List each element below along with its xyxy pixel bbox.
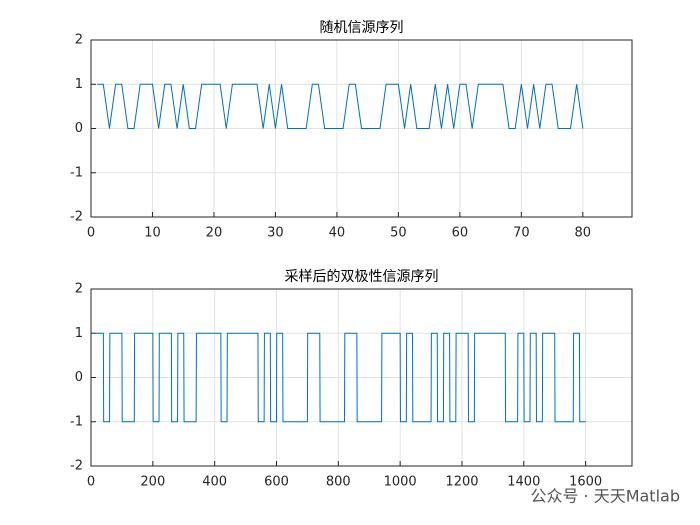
x-tick-label: 50 (390, 226, 407, 241)
y-tick-label: -1 (70, 414, 83, 429)
chart-title: 采样后的双极性信源序列 (285, 269, 439, 285)
y-tick-label: 2 (75, 33, 83, 48)
y-tick-label: -2 (70, 459, 83, 474)
x-tick-label: 60 (452, 226, 469, 241)
x-tick-label: 0 (87, 226, 95, 241)
data-line (97, 83, 584, 129)
x-tick-label: 200 (140, 475, 165, 490)
x-tick-label: 400 (202, 475, 227, 490)
x-tick-label: 1000 (384, 475, 417, 490)
y-tick-label: 0 (75, 370, 83, 385)
x-tick-label: 1200 (445, 475, 478, 490)
y-tick-label: 0 (75, 121, 83, 136)
x-tick-label: 70 (513, 226, 530, 241)
x-tick-label: 20 (206, 226, 223, 241)
x-tick-label: 800 (326, 475, 351, 490)
watermark: 公众号 · 天天Matlab (530, 487, 680, 506)
axes-box (90, 288, 633, 467)
x-tick-label: 80 (575, 226, 592, 241)
x-tick-label: 0 (87, 475, 95, 490)
x-tick-label: 10 (144, 226, 161, 241)
x-tick-label: 1400 (507, 475, 540, 490)
x-tick-label: 30 (267, 226, 284, 241)
x-tick-label: 1600 (569, 475, 602, 490)
x-tick-label: 40 (329, 226, 346, 241)
x-tick-label: 600 (264, 475, 289, 490)
y-tick-label: -2 (70, 210, 83, 225)
y-tick-label: -1 (70, 165, 83, 180)
y-tick-label: 1 (75, 326, 83, 341)
y-tick-label: 1 (75, 77, 83, 92)
axes-box (90, 39, 633, 218)
y-tick-label: 2 (75, 282, 83, 297)
chart-title: 随机信源序列 (320, 20, 404, 36)
data-line (91, 332, 586, 423)
